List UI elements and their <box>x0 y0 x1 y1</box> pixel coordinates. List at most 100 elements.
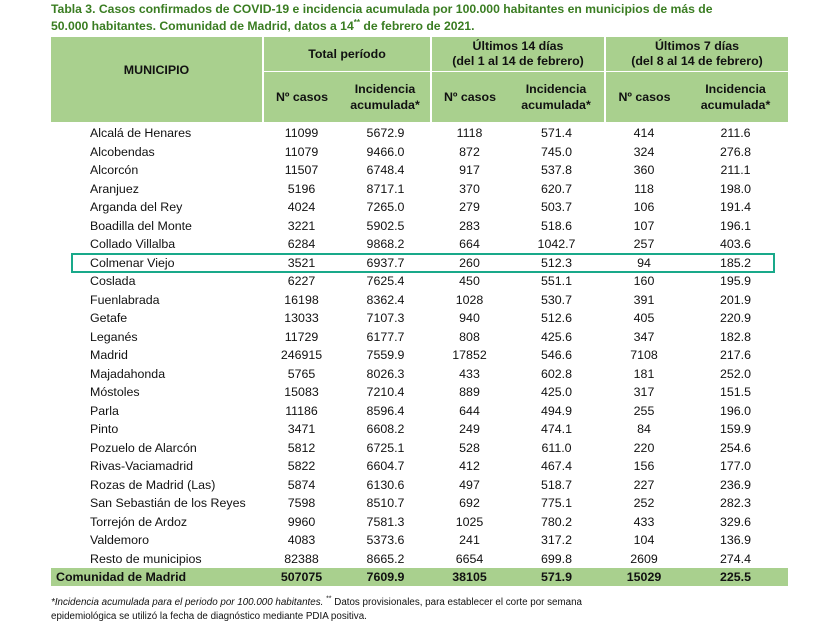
incidencia-total: 7265.0 <box>366 200 405 215</box>
incidencia-14: 745.0 <box>540 144 572 159</box>
footnote-italic: *Incidencia acumulada para el periodo po… <box>51 597 324 608</box>
table-row: Resto de municipios 82388 8665.2 6654 699.8 2… <box>51 550 788 569</box>
header-7-line-2: (del 8 al 14 de febrero) <box>631 54 763 68</box>
incidencia-7: 196.1 <box>719 218 751 233</box>
casos-7: 257 <box>633 237 655 252</box>
incidencia-7: 211.1 <box>720 163 751 178</box>
casos-7: 118 <box>634 181 654 196</box>
incidencia-7: 191.4 <box>719 200 751 215</box>
municipio-name: Alcorcón <box>90 163 139 178</box>
header-7-line-1: Últimos 7 días <box>654 39 739 53</box>
casos-14: 260 <box>459 255 480 270</box>
casos-14: 370 <box>459 181 480 196</box>
total-row-casos-7: 15029 <box>605 568 683 586</box>
casos-7: 84 <box>637 422 651 437</box>
table-row: Valdemoro 4083 5373.6 241 317.2 104 136.9 <box>51 531 788 550</box>
incidencia-total: 8026.3 <box>366 366 405 381</box>
casos-total: 16198 <box>284 292 319 307</box>
casos-total: 246915 <box>280 348 323 363</box>
table-row: Pinto 3471 6608.2 249 474.1 84 159.9 <box>51 420 788 439</box>
casos-14: 279 <box>459 200 480 215</box>
table-row: Majadahonda 5765 8026.3 433 602.8 181 252.0 <box>51 365 788 384</box>
municipio-name: Pinto <box>90 422 119 437</box>
incidencia-total: 5373.6 <box>366 533 405 548</box>
incidencia-total: 5672.9 <box>366 126 405 141</box>
municipio-name: Coslada <box>90 274 136 289</box>
incidencia-14: 537.8 <box>540 163 572 178</box>
casos-total: 5822 <box>287 459 316 474</box>
incidencia-14: 699.8 <box>540 551 572 566</box>
casos-total: 11079 <box>284 144 319 159</box>
casos-7: 317 <box>633 385 655 400</box>
casos-total: 7598 <box>287 496 316 511</box>
incidencia-total: 5902.5 <box>366 218 405 233</box>
table-row: Rozas de Madrid (Las) 5874 6130.6 497 518.7 2… <box>51 476 788 495</box>
casos-14: 241 <box>459 533 480 548</box>
footnote-superscript: ** <box>326 595 332 603</box>
table-row: Boadilla del Monte 3221 5902.5 283 518.6 107 1… <box>51 217 788 236</box>
footnote-line-1-rest: Datos provisionales, para establecer el … <box>331 597 583 608</box>
header-incidencia-l1: Incidencia <box>705 82 766 96</box>
casos-7: 433 <box>633 514 655 529</box>
table-row: Aranjuez 5196 8717.1 370 620.7 118 198.0 <box>51 180 788 199</box>
municipio-name: San Sebastián de los Reyes <box>90 496 246 511</box>
casos-14: 249 <box>459 422 480 437</box>
table-row: Arganda del Rey 4024 7265.0 279 503.7 106 191.… <box>51 198 788 217</box>
total-row-name: Comunidad de Madrid <box>51 568 263 586</box>
table-row: Coslada 6227 7625.4 450 551.1 160 195.9 <box>51 272 788 291</box>
incidencia-14: 530.7 <box>540 292 572 307</box>
municipio-name: Rozas de Madrid (Las) <box>90 477 216 492</box>
incidencia-14: 611.0 <box>541 440 572 455</box>
casos-14: 528 <box>459 440 480 455</box>
incidencia-total: 6608.2 <box>366 422 405 437</box>
table-row: Alcalá de Henares 11099 5672.9 1118 571.4 414… <box>51 122 788 143</box>
incidencia-total: 9466.0 <box>366 144 405 159</box>
incidencia-14: 1042.7 <box>537 237 576 252</box>
casos-14: 1028 <box>455 292 484 307</box>
municipio-name: Majadahonda <box>90 366 166 381</box>
incidencia-total: 8665.2 <box>366 551 405 566</box>
incidencia-7: 217.6 <box>719 348 751 363</box>
incidencia-14: 546.6 <box>540 348 572 363</box>
incidencia-14: 425.0 <box>540 385 572 400</box>
caption-line-2-start: 50.000 habitantes. Comunidad de Madrid, … <box>51 19 354 33</box>
municipio-name: Boadilla del Monte <box>90 218 192 233</box>
table-row: Getafe 13033 7107.3 940 512.6 405 220.9 <box>51 309 788 328</box>
table-row: Fuenlabrada 16198 8362.4 1028 530.7 391 201.9 <box>51 291 788 310</box>
casos-7: 347 <box>633 329 655 344</box>
casos-14: 872 <box>459 144 480 159</box>
incidencia-14: 494.9 <box>540 403 572 418</box>
casos-14: 808 <box>459 329 480 344</box>
casos-14: 1118 <box>456 126 483 141</box>
municipio-name: Colmenar Viejo <box>90 255 175 270</box>
incidencia-7: 182.8 <box>719 329 751 344</box>
municipio-name: Pozuelo de Alarcón <box>90 440 197 455</box>
casos-total: 3471 <box>287 422 316 437</box>
municipio-name: Aranjuez <box>90 181 139 196</box>
header-incidencia-l1: Incidencia <box>525 82 587 96</box>
casos-7: 255 <box>633 403 655 418</box>
header-incidencia-14: Incidencia acumulada* <box>508 71 606 122</box>
incidencia-total: 8510.7 <box>366 496 405 511</box>
casos-14: 889 <box>459 385 480 400</box>
municipio-name: Alcalá de Henares <box>90 126 192 141</box>
incidencia-7: 195.9 <box>719 274 751 289</box>
casos-7: 391 <box>633 292 655 307</box>
casos-total: 11186 <box>285 403 318 418</box>
casos-total: 9960 <box>287 514 316 529</box>
casos-total: 4024 <box>287 200 316 215</box>
footnote: *Incidencia acumulada para el periodo po… <box>51 596 751 623</box>
table-body: Alcalá de Henares 11099 5672.9 1118 571.4 414… <box>51 122 788 568</box>
municipio-name: Fuenlabrada <box>90 292 160 307</box>
casos-total: 3521 <box>287 255 316 270</box>
header-14-line-1: Últimos 14 días <box>472 39 564 53</box>
table-row: Alcobendas 11079 9466.0 872 745.0 324 276.8 <box>51 143 788 162</box>
casos-total: 5765 <box>287 366 316 381</box>
incidencia-14: 780.2 <box>540 514 572 529</box>
casos-7: 360 <box>633 163 655 178</box>
header-incidencia-l2: acumulada* <box>350 98 420 112</box>
incidencia-14: 512.3 <box>540 255 572 270</box>
casos-total: 5196 <box>287 181 316 196</box>
casos-14: 283 <box>459 218 480 233</box>
incidencia-14: 317.2 <box>540 533 572 548</box>
